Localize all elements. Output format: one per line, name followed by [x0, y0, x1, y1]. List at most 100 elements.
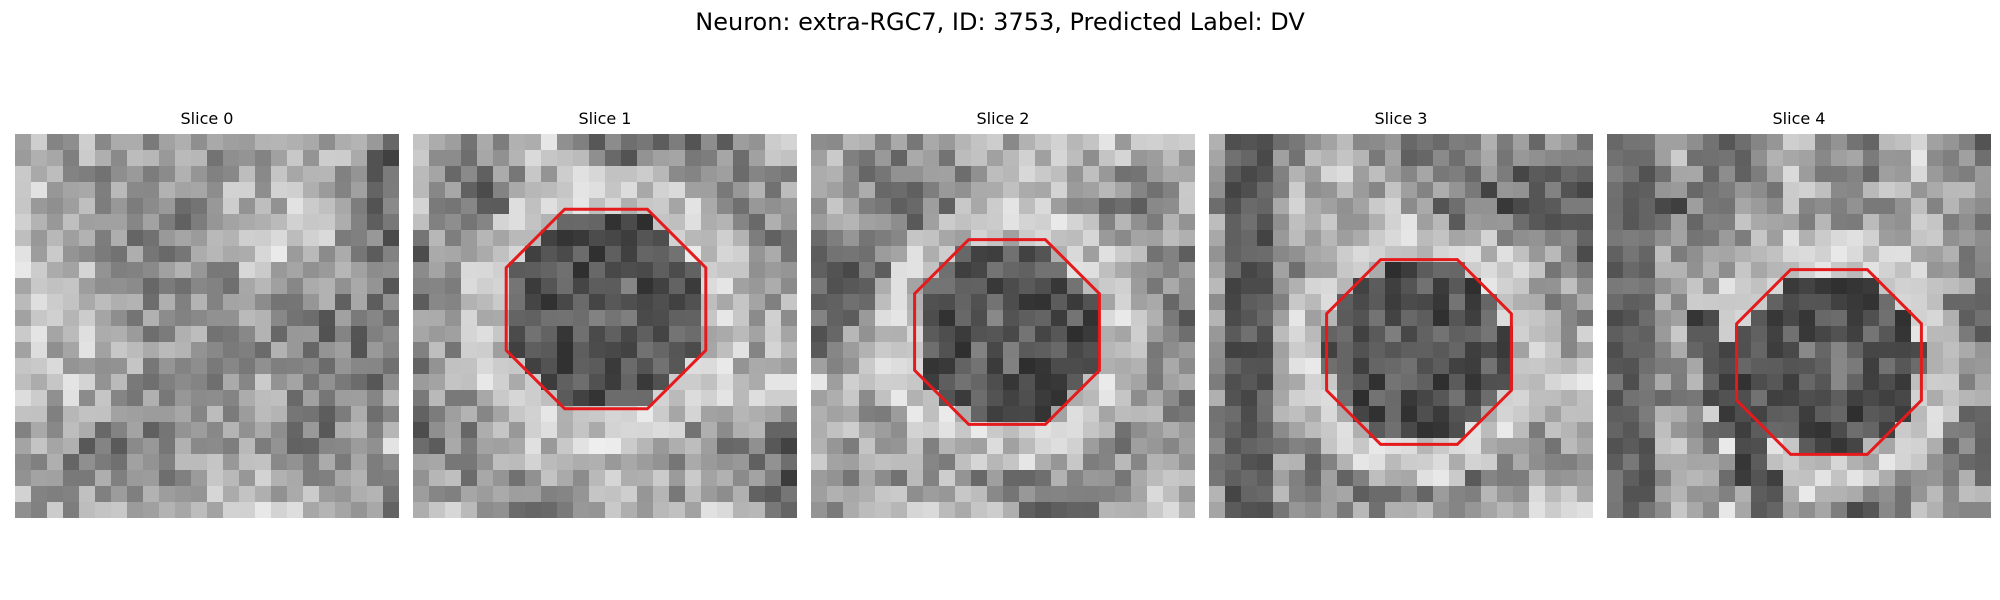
- image-pixel: [749, 502, 765, 518]
- image-pixel: [557, 422, 573, 438]
- image-pixel: [955, 454, 971, 470]
- image-pixel: [287, 406, 303, 422]
- image-pixel: [1623, 438, 1639, 454]
- image-pixel: [1799, 294, 1815, 310]
- image-pixel: [1481, 470, 1497, 486]
- image-pixel: [1719, 150, 1735, 166]
- image-pixel: [827, 486, 843, 502]
- image-pixel: [1751, 342, 1767, 358]
- image-pixel: [1847, 502, 1863, 518]
- image-pixel: [955, 310, 971, 326]
- image-pixel: [907, 406, 923, 422]
- image-pixel: [939, 294, 955, 310]
- image-pixel: [1179, 470, 1195, 486]
- image-pixel: [1607, 438, 1623, 454]
- image-pixel: [653, 454, 669, 470]
- image-pixel: [1751, 502, 1767, 518]
- image-pixel: [1831, 374, 1847, 390]
- image-pixel: [1911, 182, 1927, 198]
- image-pixel: [1687, 422, 1703, 438]
- image-pixel: [1687, 374, 1703, 390]
- image-pixel: [509, 470, 525, 486]
- image-pixel: [1911, 422, 1927, 438]
- image-pixel: [1513, 230, 1529, 246]
- image-pixel: [1067, 438, 1083, 454]
- image-pixel: [1369, 198, 1385, 214]
- image-pixel: [971, 198, 987, 214]
- image-pixel: [223, 454, 239, 470]
- image-pixel: [1799, 182, 1815, 198]
- image-pixel: [1019, 358, 1035, 374]
- image-pixel: [1545, 326, 1561, 342]
- image-pixel: [239, 454, 255, 470]
- image-pixel: [573, 182, 589, 198]
- image-pixel: [127, 310, 143, 326]
- image-pixel: [31, 390, 47, 406]
- image-pixel: [811, 134, 827, 150]
- image-pixel: [811, 342, 827, 358]
- image-pixel: [749, 422, 765, 438]
- image-pixel: [1639, 310, 1655, 326]
- image-pixel: [461, 358, 477, 374]
- image-pixel: [1863, 342, 1879, 358]
- image-pixel: [1767, 246, 1783, 262]
- image-pixel: [1305, 486, 1321, 502]
- image-pixel: [1847, 422, 1863, 438]
- image-pixel: [367, 310, 383, 326]
- image-pixel: [1943, 438, 1959, 454]
- image-pixel: [175, 406, 191, 422]
- image-pixel: [1449, 150, 1465, 166]
- image-pixel: [765, 182, 781, 198]
- image-pixel: [1529, 342, 1545, 358]
- image-pixel: [1401, 182, 1417, 198]
- image-pixel: [1337, 326, 1353, 342]
- image-pixel: [1401, 502, 1417, 518]
- image-pixel: [1577, 486, 1593, 502]
- image-pixel: [1703, 422, 1719, 438]
- image-pixel: [653, 134, 669, 150]
- image-pixel: [955, 198, 971, 214]
- image-pixel: [1687, 310, 1703, 326]
- image-pixel: [717, 246, 733, 262]
- image-pixel: [1305, 230, 1321, 246]
- image-pixel: [1305, 294, 1321, 310]
- image-pixel: [255, 422, 271, 438]
- image-pixel: [239, 278, 255, 294]
- image-pixel: [1767, 422, 1783, 438]
- image-pixel: [1099, 198, 1115, 214]
- image-pixel: [717, 198, 733, 214]
- image-pixel: [669, 198, 685, 214]
- image-pixel: [765, 214, 781, 230]
- image-pixel: [1337, 374, 1353, 390]
- image-pixel: [811, 278, 827, 294]
- image-pixel: [47, 182, 63, 198]
- image-pixel: [781, 246, 797, 262]
- image-pixel: [621, 374, 637, 390]
- image-pixel: [445, 310, 461, 326]
- image-pixel: [1703, 374, 1719, 390]
- image-pixel: [717, 486, 733, 502]
- image-pixel: [1083, 502, 1099, 518]
- image-pixel: [111, 390, 127, 406]
- image-pixel: [843, 134, 859, 150]
- image-pixel: [1289, 262, 1305, 278]
- image-pixel: [669, 358, 685, 374]
- image-pixel: [621, 326, 637, 342]
- image-pixel: [605, 390, 621, 406]
- image-pixel: [79, 406, 95, 422]
- image-pixel: [987, 166, 1003, 182]
- image-pixel: [907, 230, 923, 246]
- image-pixel: [621, 438, 637, 454]
- image-pixel: [1545, 198, 1561, 214]
- image-pixel: [207, 470, 223, 486]
- image-pixel: [749, 454, 765, 470]
- image-pixel: [589, 262, 605, 278]
- image-pixel: [223, 390, 239, 406]
- image-pixel: [1417, 486, 1433, 502]
- image-pixel: [971, 374, 987, 390]
- image-pixel: [1449, 326, 1465, 342]
- image-pixel: [509, 262, 525, 278]
- image-pixel: [1225, 486, 1241, 502]
- image-pixel: [1577, 438, 1593, 454]
- image-pixel: [541, 486, 557, 502]
